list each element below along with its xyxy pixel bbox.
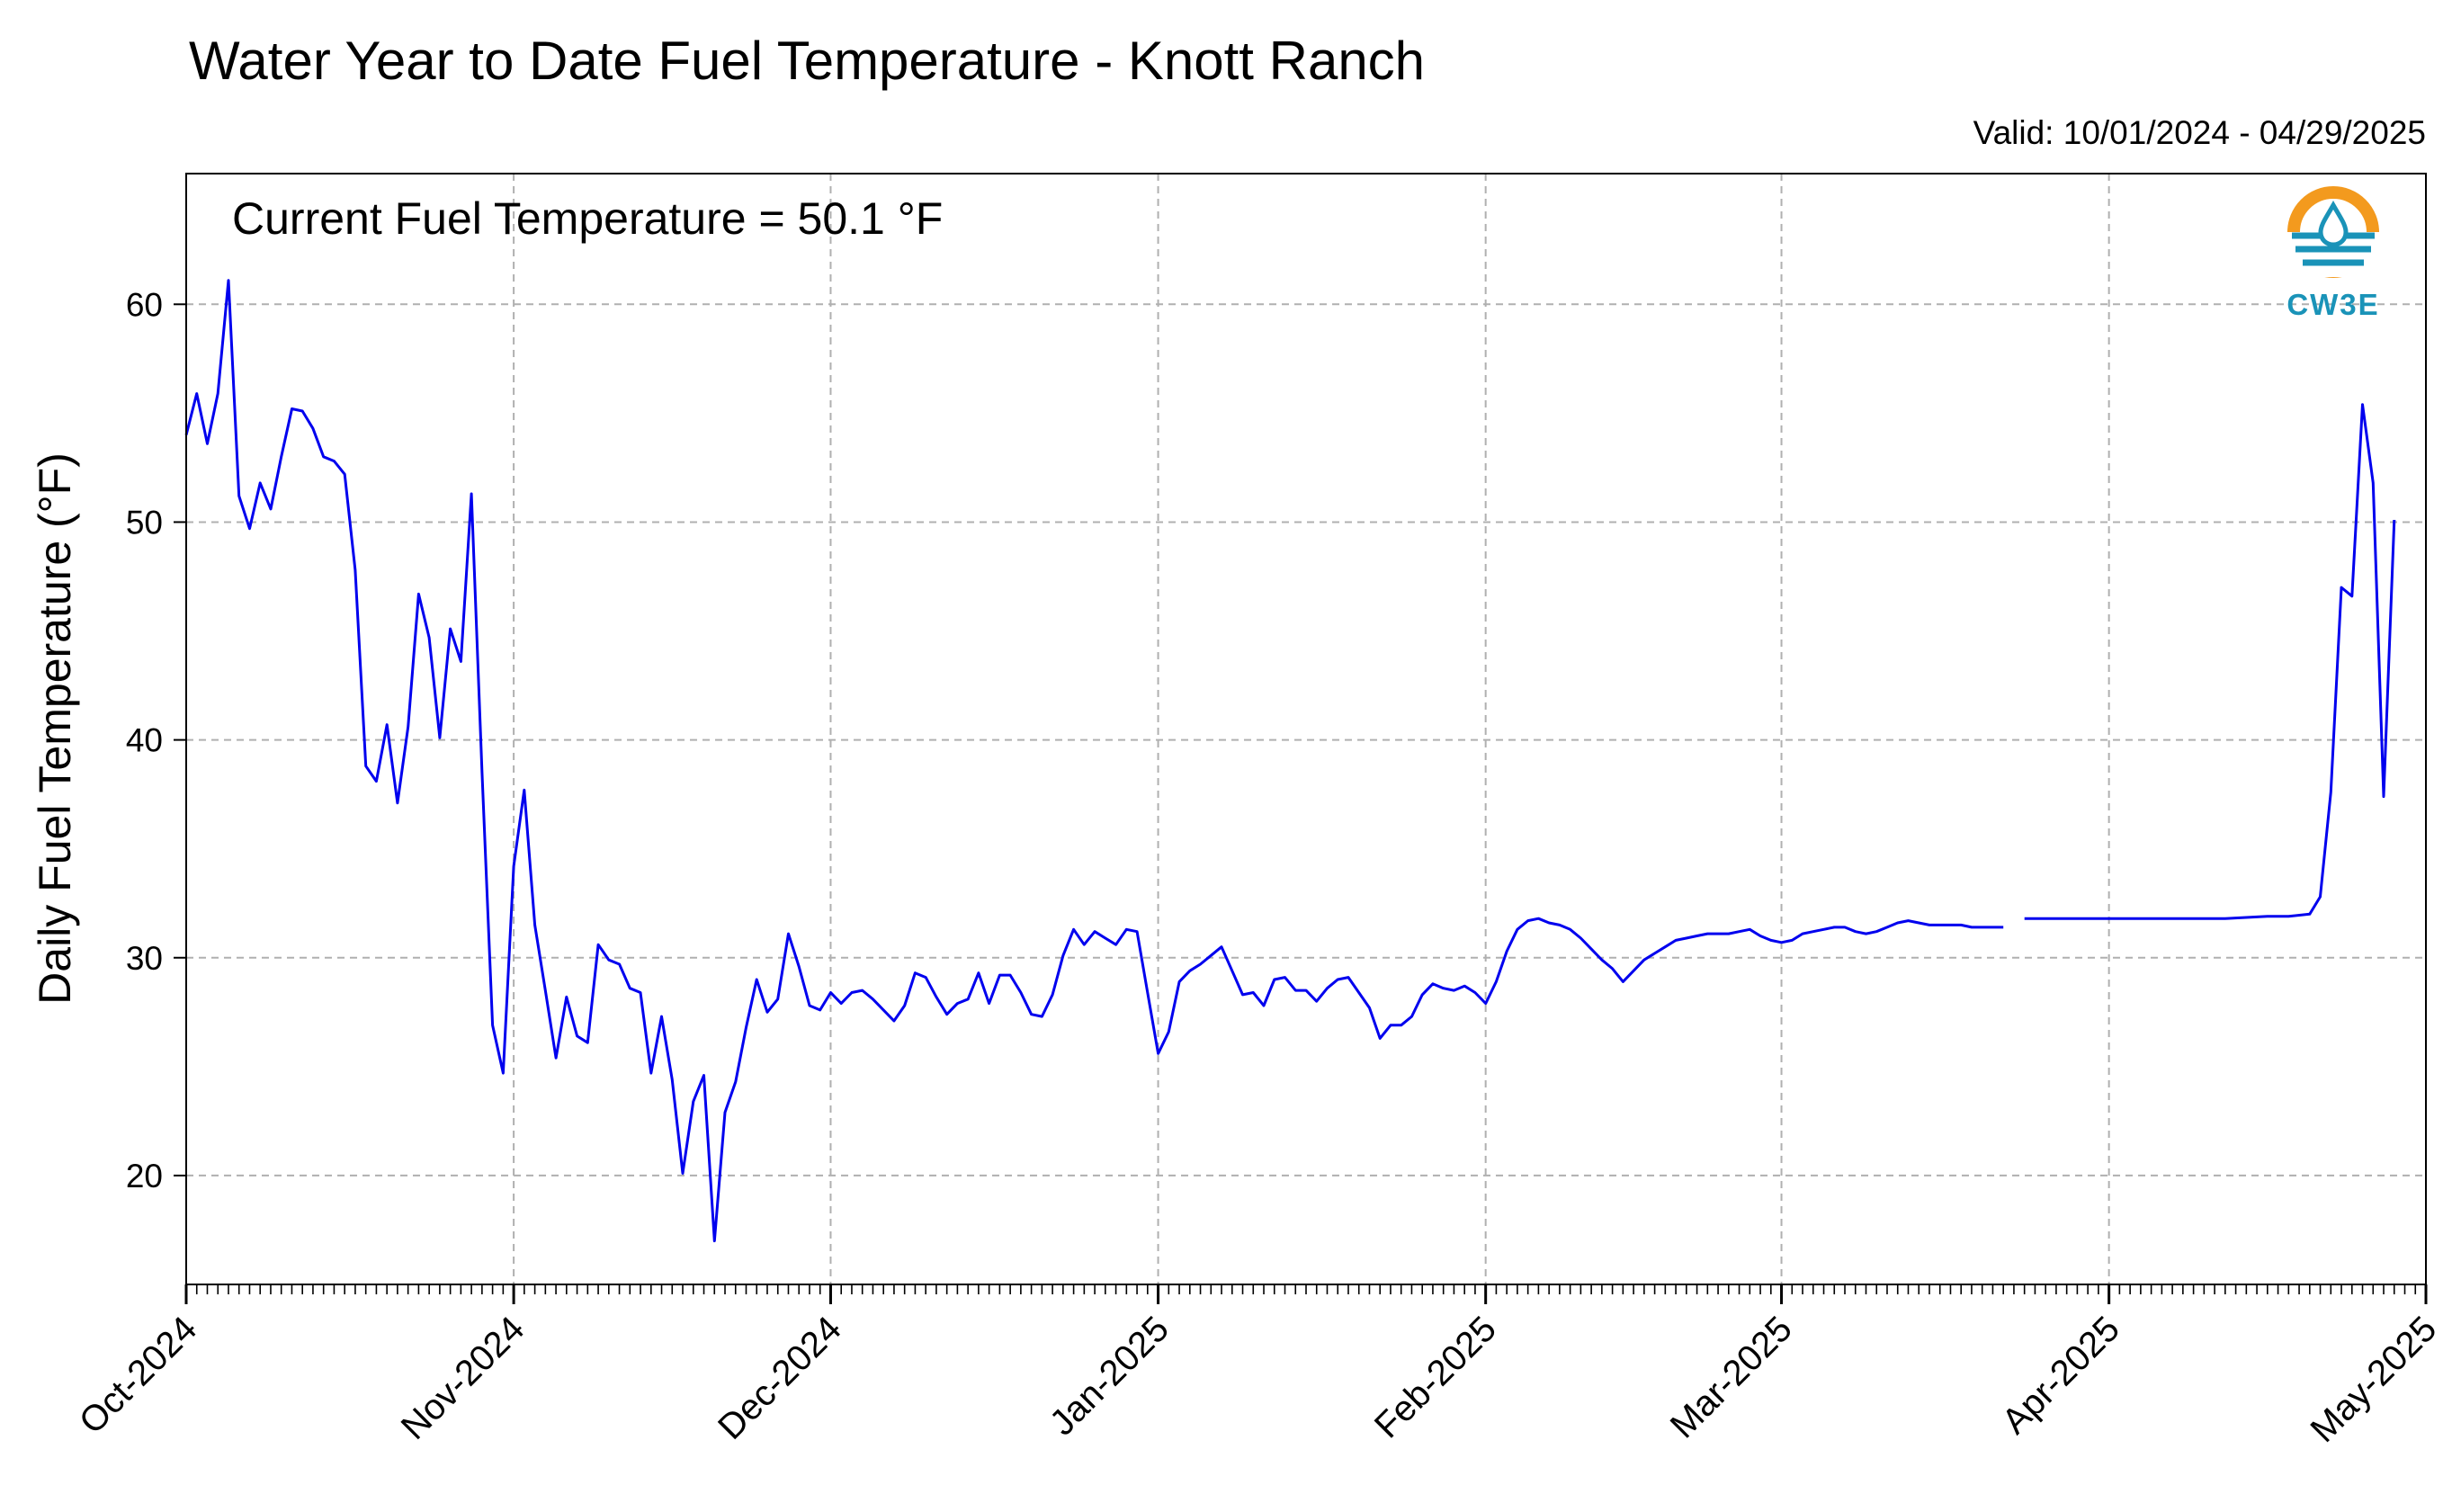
y-tick-label: 60 xyxy=(126,286,163,323)
x-tick-label: Jan-2025 xyxy=(1043,1309,1177,1443)
y-axis: 20 30 40 50 60 xyxy=(126,286,186,1194)
cw3e-logo: CW3E xyxy=(2285,186,2384,321)
x-tick-label: Apr-2025 xyxy=(1995,1309,2127,1441)
water-drop-icon xyxy=(2318,200,2349,247)
logo-text: CW3E xyxy=(2286,288,2379,321)
x-tick-label: Feb-2025 xyxy=(1367,1309,1504,1445)
x-tick-label: May-2025 xyxy=(2303,1309,2444,1450)
plot-frame xyxy=(185,173,2427,1285)
y-tick-label: 30 xyxy=(126,940,163,977)
y-tick-label: 20 xyxy=(126,1158,163,1194)
x-tick-label: Dec-2024 xyxy=(711,1309,849,1447)
x-axis: Oct-2024 Nov-2024 Dec-2024 Jan-2025 Feb-2025… xyxy=(72,1284,2444,1450)
y-axis-label: Daily Fuel Temperature (°F) xyxy=(30,452,80,1005)
chart-title: Water Year to Date Fuel Temperature - Kn… xyxy=(189,31,1425,91)
y-tick-label: 40 xyxy=(126,722,163,759)
x-tick-label: Mar-2025 xyxy=(1663,1309,1800,1445)
valid-date-range: Valid: 10/01/2024 - 04/29/2025 xyxy=(1973,114,2426,151)
fuel-temperature-series-line xyxy=(184,279,2004,1243)
data-line xyxy=(184,279,2396,1243)
x-tick-label: Oct-2024 xyxy=(72,1309,204,1441)
y-tick-label: 50 xyxy=(126,504,163,541)
gridlines xyxy=(186,174,2426,1284)
current-temperature-annotation: Current Fuel Temperature = 50.1 °F xyxy=(232,193,943,244)
fuel-temperature-series-line xyxy=(2024,403,2396,920)
x-tick-label: Nov-2024 xyxy=(394,1309,532,1447)
